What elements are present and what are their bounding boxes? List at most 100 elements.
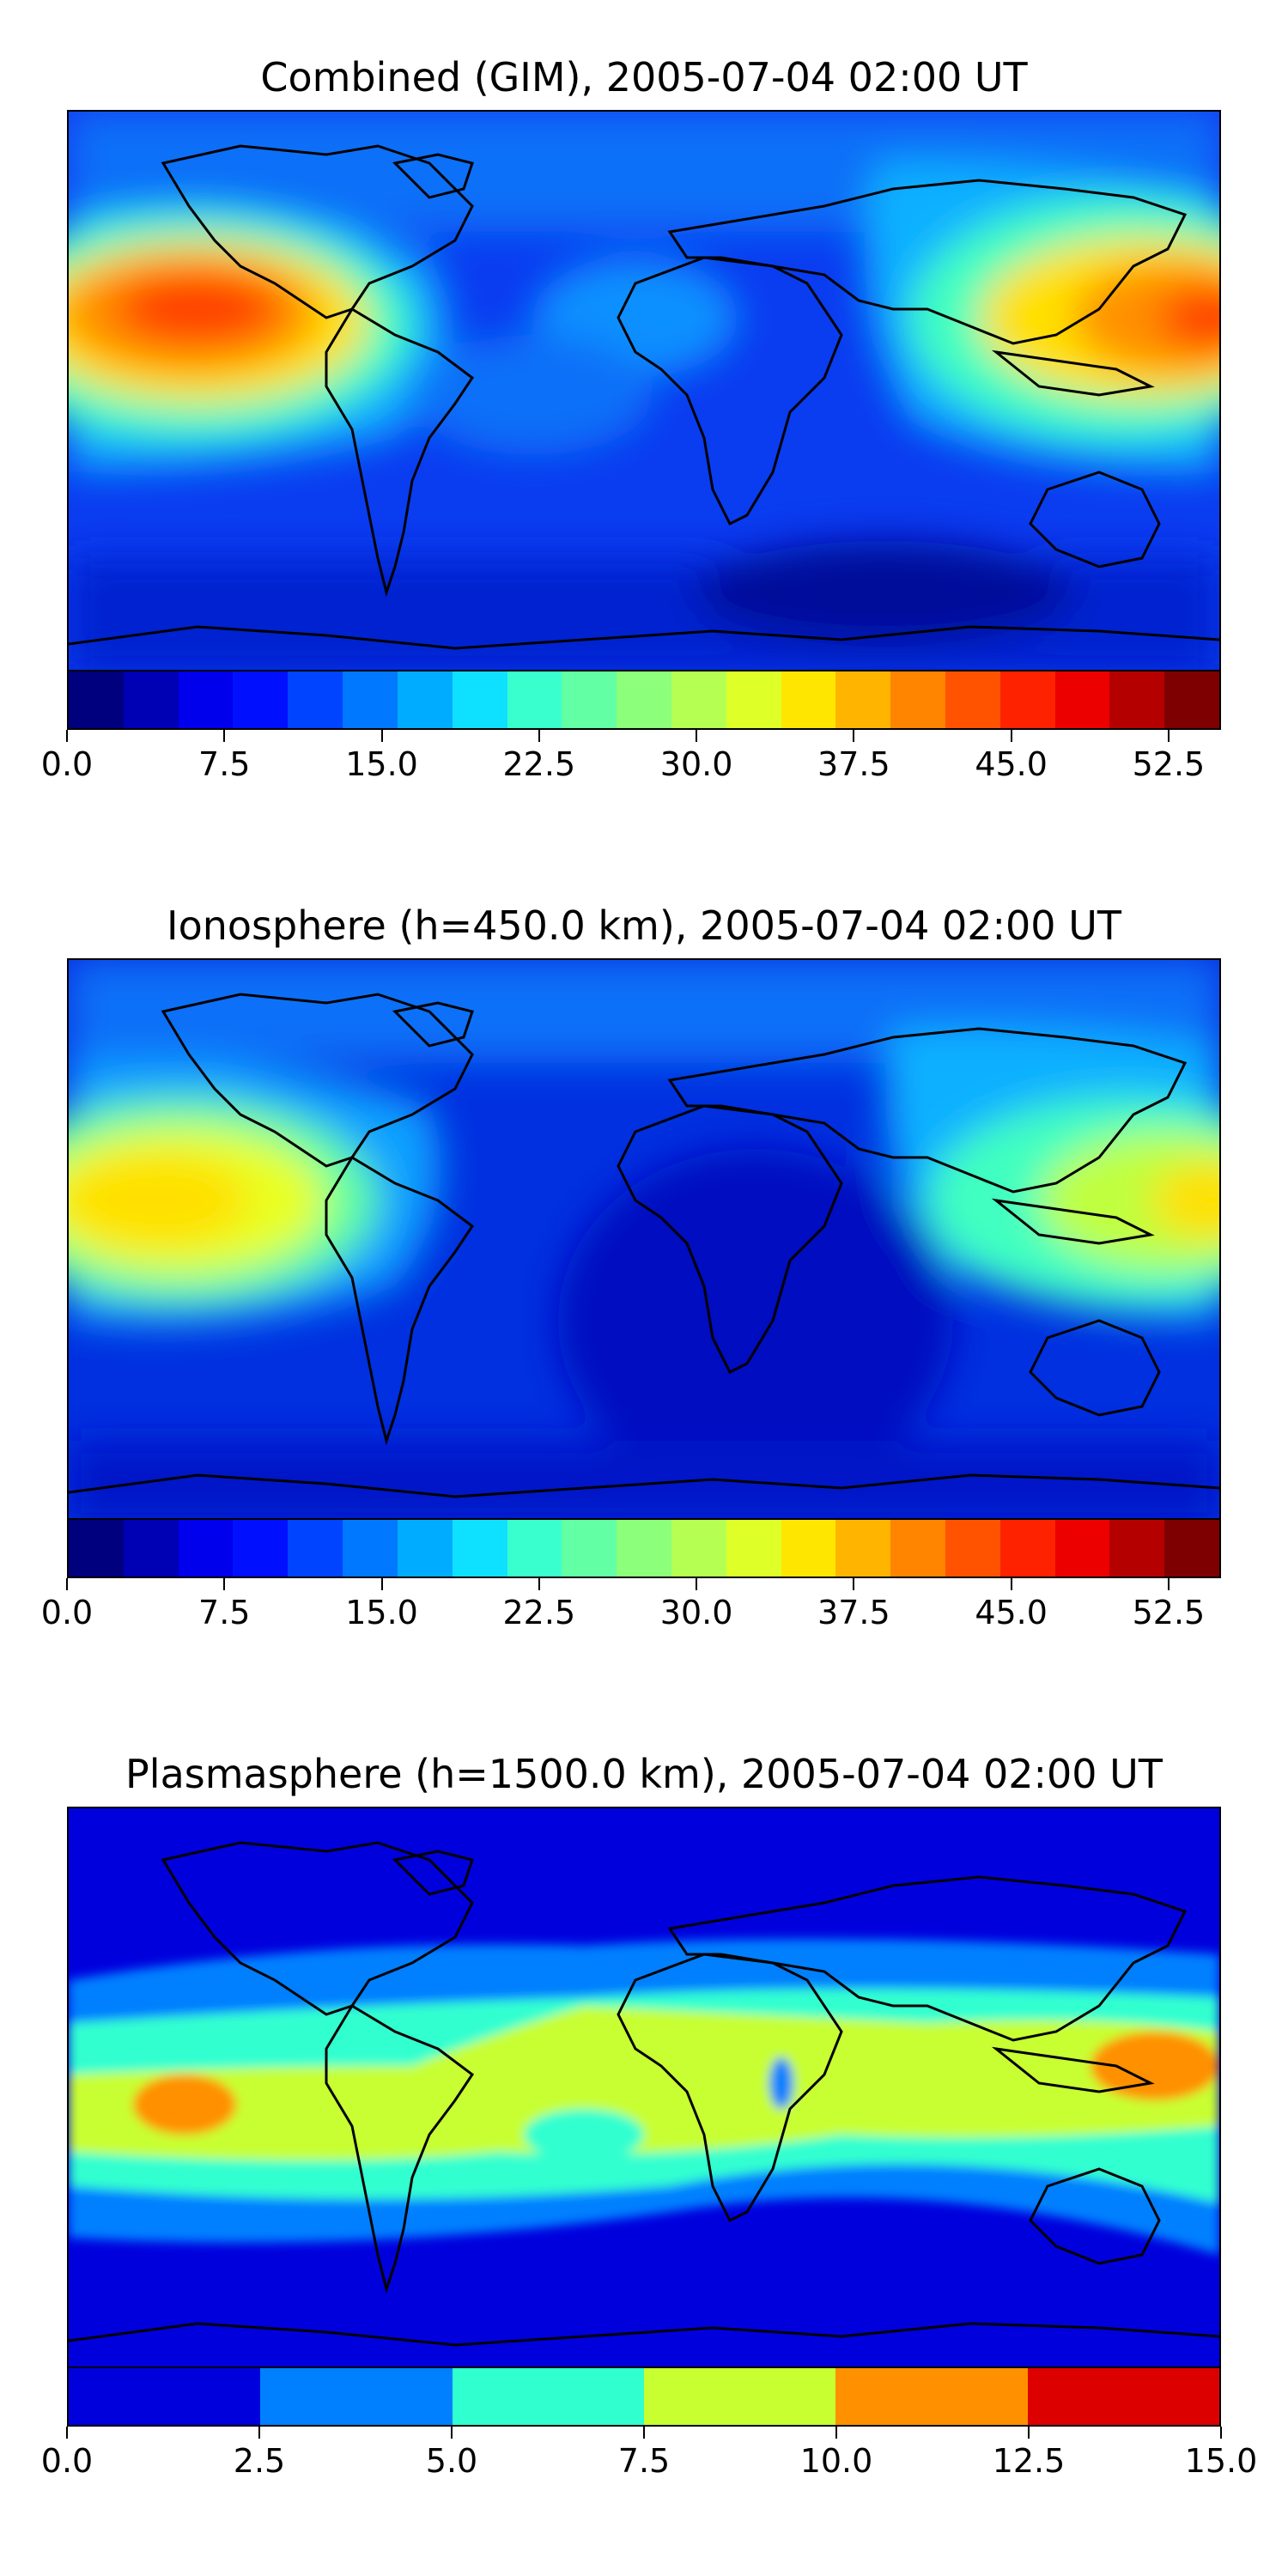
colorbar-segment <box>178 671 234 728</box>
colorbar-segment <box>1109 671 1165 728</box>
colorbar-tick-label: 10.0 <box>799 2442 873 2480</box>
colorbar-segment <box>890 671 945 728</box>
colorbar-tick <box>1010 1578 1012 1590</box>
colorbar-tick-label: 37.5 <box>817 1594 890 1631</box>
colorbar-tick <box>1010 730 1012 742</box>
colorbar-segment <box>1164 671 1220 728</box>
colorbar-tick <box>835 2427 837 2439</box>
colorbar-tick <box>66 2427 68 2439</box>
colorbar-tick-label: 52.5 <box>1132 745 1206 783</box>
colorbar-combined <box>67 670 1221 730</box>
colorbar-segment <box>1109 1520 1165 1577</box>
colorbar-segment <box>671 671 726 728</box>
colorbar-segment <box>69 1520 124 1577</box>
colorbar-segment <box>233 671 289 728</box>
colorbar-segment <box>671 1520 726 1577</box>
colorbar-segment <box>343 1520 398 1577</box>
panel-3-title: Plasmasphere (h=1500.0 km), 2005-07-04 0… <box>125 1751 1163 1797</box>
colorbar-tick-label: 22.5 <box>502 745 576 783</box>
colorbar-tick <box>1220 2427 1222 2439</box>
colorbar-tick-label: 0.0 <box>40 1594 94 1631</box>
colorbar-segment <box>1027 2368 1219 2425</box>
colorbar-tick-label: 15.0 <box>345 745 418 783</box>
colorbar-tick <box>538 730 540 742</box>
colorbar-tick <box>380 730 383 742</box>
colorbar-segment <box>260 2368 453 2425</box>
colorbar-tick-label: 30.0 <box>659 745 733 783</box>
colorbar-segment <box>835 2368 1028 2425</box>
colorbar-segment <box>507 671 562 728</box>
colorbar-tick <box>223 1578 226 1590</box>
colorbar-tick-label: 0.0 <box>40 2442 94 2480</box>
colorbar-segment <box>999 1520 1055 1577</box>
colorbar-segment <box>1164 1520 1220 1577</box>
colorbar-segment <box>562 1520 617 1577</box>
colorbar-segment <box>617 671 671 728</box>
colorbar-segment <box>835 1520 891 1577</box>
colorbar-segment <box>562 671 617 728</box>
colorbar-tick-label: 7.5 <box>617 2442 671 2480</box>
colorbar-tick <box>853 1578 855 1590</box>
colorbar-segment <box>835 671 891 728</box>
colorbar-segment <box>343 671 398 728</box>
colorbar-tick <box>853 730 855 742</box>
colorbar-tick <box>643 2427 645 2439</box>
colorbar-segment <box>507 1520 562 1577</box>
colorbar-tick <box>223 730 226 742</box>
colorbar-segment <box>288 1520 343 1577</box>
colorbar-segment <box>999 671 1055 728</box>
colorbar-segment <box>726 671 781 728</box>
colorbar-tick-label: 22.5 <box>502 1594 576 1631</box>
colorbar-tick-label: 7.5 <box>198 745 251 783</box>
colorbar-tick-label: 52.5 <box>1132 1594 1206 1631</box>
colorbar-segment <box>288 671 343 728</box>
colorbar-tick <box>66 730 68 742</box>
colorbar-segment <box>233 1520 289 1577</box>
colorbar-segment <box>123 1520 179 1577</box>
colorbar-tick-label: 15.0 <box>1184 2442 1258 2480</box>
colorbar-tick <box>1167 1578 1170 1590</box>
colorbar-tick <box>538 1578 540 1590</box>
colorbar-tick-label: 2.5 <box>233 2442 286 2480</box>
colorbar-segment <box>452 1520 507 1577</box>
colorbar-tick-label: 12.5 <box>992 2442 1066 2480</box>
colorbar-ionosphere <box>67 1518 1221 1578</box>
map-combined-gim <box>67 110 1221 678</box>
colorbar-segment <box>178 1520 234 1577</box>
colorbar-segment <box>1054 671 1110 728</box>
tec-heatmap-ionosphere <box>69 960 1219 1525</box>
colorbar-tick-label: 15.0 <box>345 1594 418 1631</box>
panel-2-title: Ionosphere (h=450.0 km), 2005-07-04 02:0… <box>167 902 1121 949</box>
colorbar-segment <box>123 671 179 728</box>
colorbar-segment <box>1054 1520 1110 1577</box>
colorbar-tick <box>451 2427 453 2439</box>
colorbar-tick <box>380 1578 383 1590</box>
colorbar-tick-label: 30.0 <box>659 1594 733 1631</box>
colorbar-segment <box>781 1520 836 1577</box>
colorbar-segment <box>945 671 1000 728</box>
colorbar-tick <box>1167 730 1170 742</box>
colorbar-tick <box>1028 2427 1030 2439</box>
colorbar-segment <box>781 671 836 728</box>
colorbar-tick <box>696 730 698 742</box>
colorbar-segment <box>945 1520 1000 1577</box>
colorbar-tick <box>66 1578 68 1590</box>
map-plasmasphere <box>67 1807 1221 2375</box>
colorbar-segment <box>890 1520 945 1577</box>
colorbar-segment <box>397 1520 453 1577</box>
colorbar-tick-label: 37.5 <box>817 745 890 783</box>
colorbar-tick-label: 7.5 <box>198 1594 251 1631</box>
colorbar-tick-label: 0.0 <box>40 745 94 783</box>
colorbar-segment <box>69 671 124 728</box>
colorbar-tick-label: 5.0 <box>425 2442 478 2480</box>
colorbar-segment <box>617 1520 671 1577</box>
colorbar-segment <box>397 671 453 728</box>
colorbar-plasmasphere <box>67 2366 1221 2427</box>
colorbar-tick <box>258 2427 260 2439</box>
coastlines <box>69 144 1219 650</box>
colorbar-tick-label: 45.0 <box>975 745 1048 783</box>
colorbar-tick <box>696 1578 698 1590</box>
colorbar-segment <box>452 671 507 728</box>
panel-1-title: Combined (GIM), 2005-07-04 02:00 UT <box>260 54 1028 100</box>
colorbar-segment <box>69 2368 261 2425</box>
